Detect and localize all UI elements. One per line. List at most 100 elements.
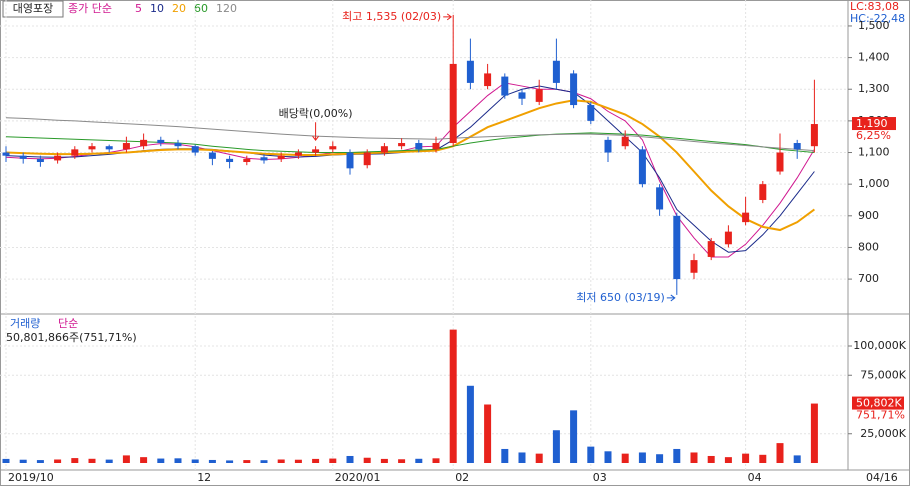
last-volume-change: 751,71% [856,409,905,422]
volume-bar [742,453,750,463]
candle-body [759,184,767,200]
ma-line [5,117,815,152]
candle-body [398,143,406,147]
candle-body [191,146,199,153]
legend-entry: 60 [194,2,208,15]
volume-bar [36,460,44,463]
volume-bar [243,460,251,463]
candle-body [535,89,543,102]
candle-body [88,146,96,150]
candle-body [570,73,578,106]
volume-bar [501,448,509,463]
x-tick-label: 04 [748,471,762,484]
dividend-arrow [312,122,319,142]
y-tick-label: 1,000 [858,177,890,190]
candle-body [810,124,818,147]
y-tick-label: 1,500 [858,19,890,32]
candle-body [294,152,302,156]
volume-bar [587,446,595,463]
volume-bar [484,404,492,463]
candle-body [174,143,182,147]
candle-body [466,60,474,83]
candle-body [208,152,216,159]
volume-bar [380,458,388,463]
candle-body [432,143,440,150]
legend-entry: 120 [216,2,237,15]
candle-body [36,158,44,163]
volume-bar [604,451,612,463]
volume-bar [518,452,526,463]
y-tick-label: 1,300 [858,82,890,95]
candle-body [518,92,526,99]
candle-body [19,155,27,159]
candle-body [226,158,234,163]
last-date: 04/16 [866,471,898,484]
candle-body [690,260,698,273]
y-tick-label: 100,000K [853,339,906,352]
volume-bar [294,459,302,463]
stock-name-box[interactable] [2,0,64,18]
legend-entry: 5 [135,2,142,15]
volume-bar [346,455,354,463]
volume-bar [54,459,62,463]
candle-body [260,157,268,161]
candle-body [2,152,10,156]
x-tick-label: 02 [455,471,469,484]
candle-body [277,155,285,159]
candle-body [604,139,612,153]
volume-bar [759,454,767,463]
volume-bar [122,455,130,463]
candle-body [638,149,646,185]
volume-bar [398,459,406,463]
volume-bar [552,430,560,463]
y-tick-label: 25,000K [860,427,906,440]
candle-body [54,155,62,161]
candle-body [673,215,681,280]
candle-body [105,146,113,150]
candle-body [363,152,371,166]
candle-body [415,143,423,150]
volume-bar [793,455,801,463]
y-tick-label: 1,100 [858,146,890,159]
y-tick-label: 800 [858,240,879,253]
volume-bar [71,458,79,463]
y-tick-label: 75,000K [860,368,906,381]
dividend-note: 배당락(0,00%) [279,107,353,120]
volume-bar [673,448,681,463]
candle-body [449,63,457,144]
candle-body [329,146,337,150]
ma-label: 종가 단순 [68,2,112,15]
candle-body [122,143,130,150]
volume-bar [174,458,182,463]
last-change-label: 6,25% [856,129,891,142]
volume-bar [638,452,646,463]
volume-bar [157,458,165,463]
volume-bar [724,457,732,463]
volume-bar [260,460,268,463]
candle-body [71,149,79,156]
candle-body [793,143,801,150]
volume-bar [312,458,320,463]
volume-bar [191,459,199,463]
candle-body [140,139,148,147]
candle-body [501,76,509,96]
candle-body [742,212,750,223]
volume-bar [2,458,10,463]
candle-body [724,231,732,245]
x-tick-label: 2019/10 [8,471,54,484]
candle-body [484,73,492,87]
volume-title: 거래량 [10,317,40,330]
stock-name: 대영포장 [13,2,53,15]
last-volume-box [852,396,904,410]
hc-label: HC:-22,48 [850,12,905,25]
y-tick-label: 700 [858,272,879,285]
candle-body [707,241,715,257]
candle-body [157,139,165,144]
last-price-label: 1,190 [856,117,888,130]
volume-bar [329,458,337,463]
volume-bar [535,453,543,463]
last-volume-label: 50,802K [856,397,902,410]
x-tick-label: 12 [197,471,211,484]
high-note: 최고 1,535 (02/03) [342,10,441,23]
candle-body [552,60,560,83]
